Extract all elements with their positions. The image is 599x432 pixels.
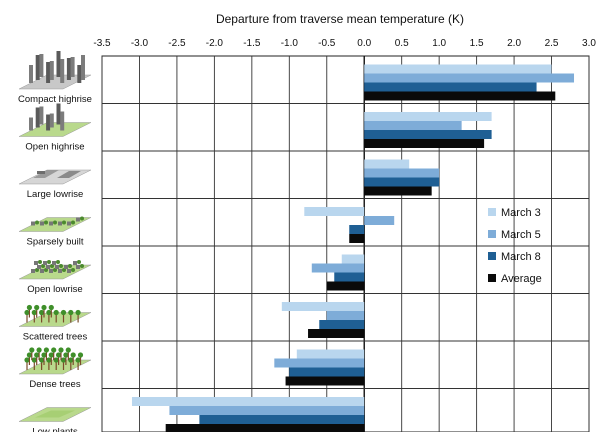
- sparsely-built-icon: [18, 216, 92, 232]
- category-label: Large lowrise: [27, 189, 84, 200]
- x-tick-label: -3.5: [93, 38, 111, 49]
- bar-average-low-plants: [165, 424, 365, 432]
- category-label: Dense trees: [29, 379, 80, 390]
- category-icons: [18, 51, 92, 422]
- x-tick-label: 2.5: [545, 38, 559, 49]
- bar-march-8-open-lowrise: [334, 272, 365, 282]
- x-tick-label: -0.5: [318, 38, 336, 49]
- bar-average-large-lowrise: [364, 186, 432, 196]
- legend-swatch-average: [488, 274, 496, 282]
- x-tick-label: -1.0: [281, 38, 299, 49]
- legend-label-march-5: March 5: [501, 229, 541, 241]
- dense-trees-icon: [18, 347, 92, 375]
- bar-march-3-low-plants: [131, 397, 365, 406]
- bar-march-3-scattered-trees: [281, 302, 365, 311]
- bar-march-5-scattered-trees: [326, 311, 365, 320]
- category-label: Open highrise: [25, 142, 84, 153]
- bar-average-open-lowrise: [326, 281, 365, 291]
- x-axis-title: Departure from traverse mean temperature…: [216, 12, 464, 26]
- category-label: Open lowrise: [27, 284, 82, 295]
- x-tick-label: -3.0: [131, 38, 149, 49]
- bar-march-5-dense-trees: [274, 358, 365, 368]
- bar-march-5-low-plants: [169, 406, 365, 415]
- bar-march-3-sparsely-built: [304, 207, 365, 216]
- bar-march-8-scattered-trees: [319, 320, 365, 329]
- open-highrise-icon: [18, 103, 92, 137]
- category-label: Compact highrise: [18, 94, 92, 105]
- legend: March 3 March 5 March 8 Average: [488, 207, 542, 285]
- bar-average-dense-trees: [285, 376, 365, 386]
- bar-march-8-low-plants: [199, 415, 365, 424]
- category-label: Sparsely built: [26, 237, 83, 248]
- low-plants-icon: [18, 407, 92, 422]
- bar-march-5-large-lowrise: [364, 168, 440, 178]
- category-label: Scattered trees: [23, 332, 88, 343]
- bar-march-8-sparsely-built: [349, 225, 365, 234]
- compact-highrise-icon: [18, 51, 92, 90]
- legend-label-march-3: March 3: [501, 207, 541, 219]
- x-tick-label: 0.5: [395, 38, 409, 49]
- bar-march-3-dense-trees: [296, 349, 365, 359]
- bar-march-5-sparsely-built: [364, 216, 395, 225]
- x-tick-label: 1.0: [432, 38, 446, 49]
- bar-average-sparsely-built: [349, 234, 365, 243]
- bar-average-scattered-trees: [308, 329, 365, 338]
- legend-swatch-march-8: [488, 252, 496, 260]
- legend-label-average: Average: [501, 273, 542, 285]
- bar-march-5-open-lowrise: [311, 263, 365, 273]
- bar-march-3-open-highrise: [364, 112, 492, 121]
- x-tick-label: 1.5: [470, 38, 484, 49]
- open-lowrise-icon: [18, 260, 92, 280]
- category-label: Low plants: [32, 427, 78, 432]
- bar-march-8-large-lowrise: [364, 177, 440, 187]
- x-tick-label: -2.0: [206, 38, 224, 49]
- bar-march-5-open-highrise: [364, 121, 462, 130]
- x-tick-label: -2.5: [168, 38, 186, 49]
- bar-march-5-compact-highrise: [364, 73, 575, 83]
- legend-swatch-march-3: [488, 208, 496, 216]
- x-tick-label: 2.0: [507, 38, 521, 49]
- bar-average-compact-highrise: [364, 91, 556, 101]
- scattered-trees-icon: [18, 304, 92, 327]
- legend-swatch-march-5: [488, 230, 496, 238]
- x-tick-label: 3.0: [582, 38, 596, 49]
- legend-label-march-8: March 8: [501, 251, 541, 263]
- x-ticks: -3.5 -3.0 -2.5 -2.0 -1.5 -1.0 -0.5 0.0 0.5 1.0 1.5…: [93, 38, 596, 49]
- bar-march-3-large-lowrise: [364, 159, 410, 169]
- bar-march-8-compact-highrise: [364, 82, 537, 92]
- x-tick-label: -1.5: [243, 38, 261, 49]
- category-labels: Compact highrise Open highrise Large lowri…: [18, 94, 92, 432]
- large-lowrise-icon: [18, 169, 92, 185]
- bar-average-open-highrise: [364, 139, 485, 148]
- bar-march-3-open-lowrise: [341, 254, 365, 264]
- bar-march-8-dense-trees: [289, 367, 365, 377]
- bar-march-8-open-highrise: [364, 130, 492, 139]
- bar-march-3-compact-highrise: [364, 64, 552, 74]
- bars: [131, 64, 575, 432]
- x-tick-label: 0.0: [357, 38, 371, 49]
